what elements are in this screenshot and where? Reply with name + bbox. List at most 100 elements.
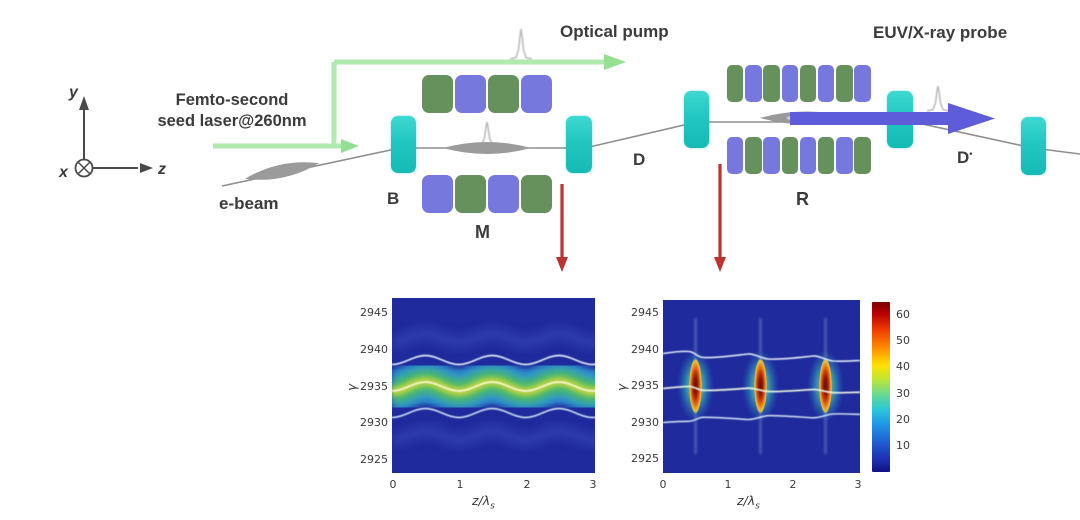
- chicane-pulse-spike: [475, 121, 499, 146]
- purple-magnet-block: [422, 175, 453, 213]
- left-plot-y-tick: 2940: [360, 343, 388, 356]
- purple-magnet-block: [763, 137, 780, 174]
- euv-xray-probe-arrow: [790, 103, 995, 134]
- contour-lines-left: [392, 354, 595, 419]
- right-plot-y-tick: 2935: [631, 379, 659, 392]
- axis-label-y: y: [69, 84, 78, 101]
- y-axis-arrowhead: [79, 96, 89, 110]
- seed-laser-label-line2: seed laser@260nm: [157, 112, 307, 131]
- left-plot-y-tick: 2930: [360, 416, 388, 429]
- colorbar-tick: 40: [896, 360, 910, 374]
- purple-magnet-block: [836, 137, 853, 174]
- axis-label-x: x: [59, 164, 68, 181]
- hotspot-1: [689, 358, 702, 414]
- right-plot-y-tick: 2945: [631, 306, 659, 319]
- contour-middle-right: [663, 385, 860, 394]
- ebeam-bunch-modulator: [443, 142, 531, 154]
- xlabel-left-main: z/λ: [472, 493, 491, 508]
- purple-magnet-block: [817, 65, 835, 102]
- left-plot-x-tick: 0: [389, 478, 397, 491]
- purple-magnet-block: [854, 65, 871, 102]
- colorbar-tick: 20: [896, 412, 910, 426]
- left-plot-x-tick: 2: [523, 478, 531, 491]
- green-magnet-block: [854, 137, 871, 174]
- colorbar-tick: 50: [896, 334, 910, 348]
- dstar-superscript-dot: •: [969, 148, 973, 159]
- red-arrow-left-head: [556, 257, 568, 272]
- right-plot-y-tick: 2930: [631, 415, 659, 429]
- purple-magnet-block: [521, 75, 552, 113]
- xlabel-right: z/λs: [737, 493, 760, 512]
- left-plot-y-tick: 2925: [360, 453, 388, 466]
- green-magnet-block: [488, 75, 519, 113]
- chicane-magnet-after-modulator: [566, 116, 592, 173]
- right-plot-x-tick: 1: [724, 478, 732, 491]
- left-plot-x-tick: 1: [456, 478, 464, 491]
- purple-magnet-block: [455, 75, 486, 113]
- xlabel-right-sub: s: [755, 501, 760, 512]
- xlabel-left-sub: s: [490, 501, 495, 512]
- contour-upper-right: [663, 350, 860, 363]
- z-axis-arrowhead: [140, 163, 153, 173]
- contour-lower: [392, 407, 595, 419]
- purple-magnet-block: [745, 65, 762, 102]
- haze-upper: [392, 326, 595, 350]
- x-axis-cross-2: [77, 161, 91, 175]
- contour-lower-right: [663, 413, 860, 424]
- purple-magnet-block: [488, 175, 519, 213]
- contour-middle: [392, 380, 595, 393]
- green-magnet-block: [727, 65, 744, 102]
- green-magnet-block: [781, 137, 798, 174]
- radiator-label-R: R: [796, 189, 809, 209]
- euv-xray-probe-label: EUV/X-ray probe: [873, 23, 1008, 42]
- xlabel-left: z/λs: [472, 493, 495, 512]
- right-plot-x-tick: 0: [659, 478, 667, 491]
- left-plot-y-tick: 2935: [360, 380, 388, 393]
- green-magnet-block: [836, 65, 853, 102]
- heatmap-phase-space-modulated: [392, 298, 595, 473]
- hotspot-3: [819, 358, 832, 414]
- optical-pump-arrowhead: [604, 54, 626, 70]
- chicane-magnet-D: [684, 91, 709, 148]
- purple-magnet-block: [727, 137, 744, 174]
- seed-laser-arrowhead: [341, 139, 359, 153]
- red-arrow-right-head: [714, 257, 726, 272]
- green-magnet-block: [521, 175, 552, 213]
- colorbar-tick: 60: [896, 308, 910, 322]
- optical-pump-label: Optical pump: [560, 22, 669, 41]
- radiator-undulator-top-row: [727, 65, 871, 102]
- coordinate-axes: [74, 96, 153, 178]
- seed-laser-label: Femto-second seed laser@260nm: [134, 90, 330, 132]
- seed-laser-label-line1: Femto-second: [175, 91, 289, 109]
- colorbar: [872, 302, 890, 472]
- colorbar-tick: 30: [896, 386, 910, 400]
- probe-pulse-spike: [926, 85, 950, 112]
- xlabel-right-main: z/λ: [737, 493, 756, 508]
- contour-upper: [392, 354, 595, 366]
- modulator-undulator-bottom-row: [422, 175, 552, 213]
- pump-pulse-spike: [509, 28, 533, 60]
- chicane-label-D: D: [633, 150, 646, 169]
- purple-magnet-block: [781, 65, 798, 102]
- purple-magnet-block: [799, 137, 817, 174]
- colorbar-tick: 10: [896, 438, 910, 452]
- bend-magnet-B: [391, 116, 416, 173]
- modulator-label-M: M: [475, 222, 490, 242]
- ebeam-label: e-beam: [219, 194, 279, 213]
- right-plot-y-tick: 2940: [631, 342, 659, 356]
- radiator-undulator-bottom-row: [727, 137, 871, 174]
- chicane-label-Dstar: D•: [957, 148, 972, 168]
- right-plot-x-tick: 2: [789, 478, 797, 491]
- heatmap-phase-space-bunched: [663, 300, 860, 473]
- green-magnet-block: [422, 75, 453, 113]
- bend-label-B: B: [387, 189, 400, 208]
- axis-label-z: z: [158, 161, 166, 178]
- right-plot-x-tick: 3: [854, 478, 862, 491]
- green-magnet-block: [817, 137, 835, 174]
- magnet-Dstar: [1021, 117, 1046, 175]
- green-magnet-block: [799, 65, 817, 102]
- dstar-text: D: [957, 148, 970, 167]
- ebeam-bunch-injection: [244, 162, 320, 180]
